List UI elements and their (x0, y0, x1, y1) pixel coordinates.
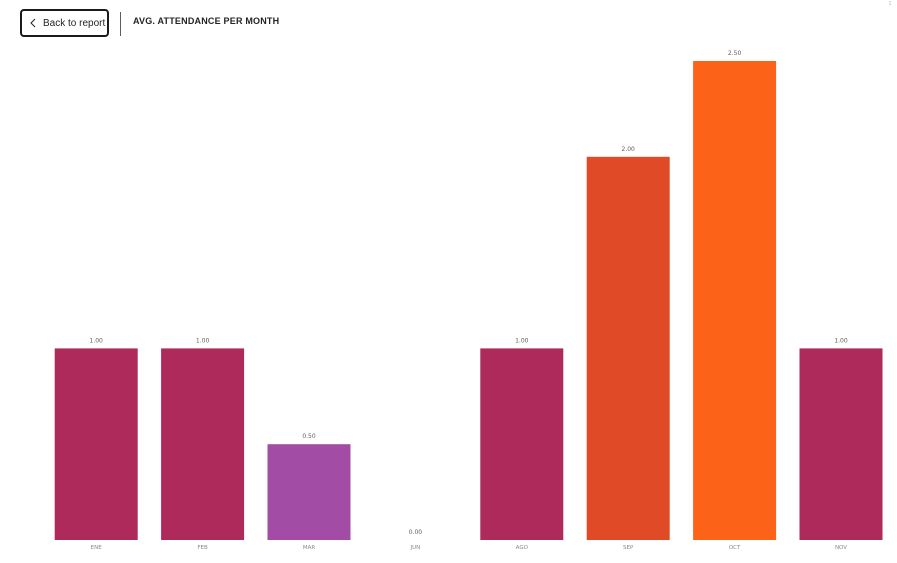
data-label-feb: 1.00 (196, 337, 210, 344)
header-divider (120, 12, 121, 36)
data-label-mar: 0.50 (302, 433, 316, 440)
x-tick-label-ago: AGO (516, 545, 529, 551)
chart-title: AVG. ATTENDANCE PER MONTH (133, 16, 280, 26)
x-tick-label-mar: MAR (303, 545, 316, 551)
chevron-left-icon (26, 18, 40, 28)
back-to-report-label: Back to report (43, 17, 106, 29)
x-tick-label-jun: JUN (410, 545, 421, 551)
bar-ene[interactable] (54, 348, 138, 540)
x-tick-label-nov: NOV (835, 545, 847, 551)
visual-header: Back to report AVG. ATTENDANCE PER MONTH… (0, 0, 897, 46)
bar-feb[interactable] (161, 348, 245, 540)
data-label-nov: 1.00 (834, 337, 848, 344)
x-tick-label-sep: SEP (623, 545, 634, 551)
x-tick-label-feb: FEB (197, 545, 208, 551)
data-label-sep: 2.00 (622, 146, 636, 153)
data-label-oct: 2.50 (728, 50, 742, 57)
bar-mar[interactable] (267, 444, 351, 540)
data-label-jun: 0.00 (409, 529, 423, 536)
data-label-ago: 1.00 (515, 337, 529, 344)
bar-nov[interactable] (799, 348, 883, 540)
bar-oct[interactable] (693, 61, 777, 540)
x-tick-label-ene: ENE (91, 545, 103, 551)
data-label-ene: 1.00 (90, 337, 104, 344)
back-to-report-button[interactable]: Back to report (20, 9, 109, 37)
bar-ago[interactable] (480, 348, 564, 540)
filter-icon[interactable]: ⁝ (889, 0, 891, 7)
x-tick-label-oct: OCT (729, 545, 741, 551)
bar-sep[interactable] (586, 156, 670, 541)
